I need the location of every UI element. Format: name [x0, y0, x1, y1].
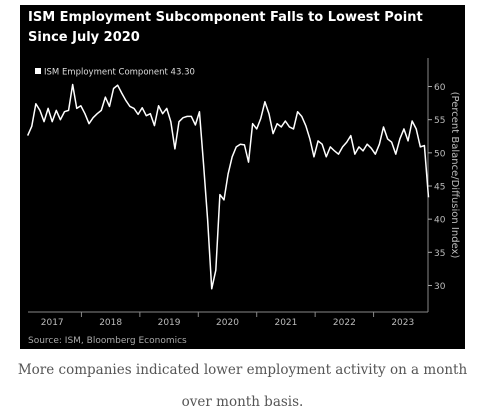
y-tick-label: 40 [434, 216, 446, 226]
source: Source: ISM, Bloomberg Economics [28, 336, 187, 346]
x-tick-label: 2019 [158, 318, 181, 328]
caption-line: over month basis. [181, 394, 304, 410]
x-tick-label: 2020 [216, 318, 239, 328]
caption-line: More companies indicated lower employmen… [17, 362, 468, 378]
x-tick-label: 2022 [333, 318, 356, 328]
legend-swatch [35, 68, 41, 74]
y-tick-label: 55 [434, 116, 445, 126]
chart-panel [20, 5, 465, 349]
x-tick-label: 2017 [41, 318, 64, 328]
x-tick-label: 2023 [391, 318, 414, 328]
y-tick-label: 30 [434, 282, 446, 292]
y-tick-label: 60 [434, 83, 446, 93]
y-axis-label: (Percent Balance/Diffusion Index) [449, 92, 460, 259]
x-tick-label: 2021 [274, 318, 297, 328]
chart-title: ISM Employment Subcomponent Falls to Low… [28, 10, 423, 45]
y-tick-label: 35 [434, 249, 445, 259]
x-tick-label: 2018 [99, 318, 122, 328]
legend-label: ISM Employment Component 43.30 [44, 68, 195, 78]
y-tick-label: 50 [434, 149, 446, 159]
series-line [26, 83, 430, 290]
y-tick-label: 45 [434, 182, 445, 192]
